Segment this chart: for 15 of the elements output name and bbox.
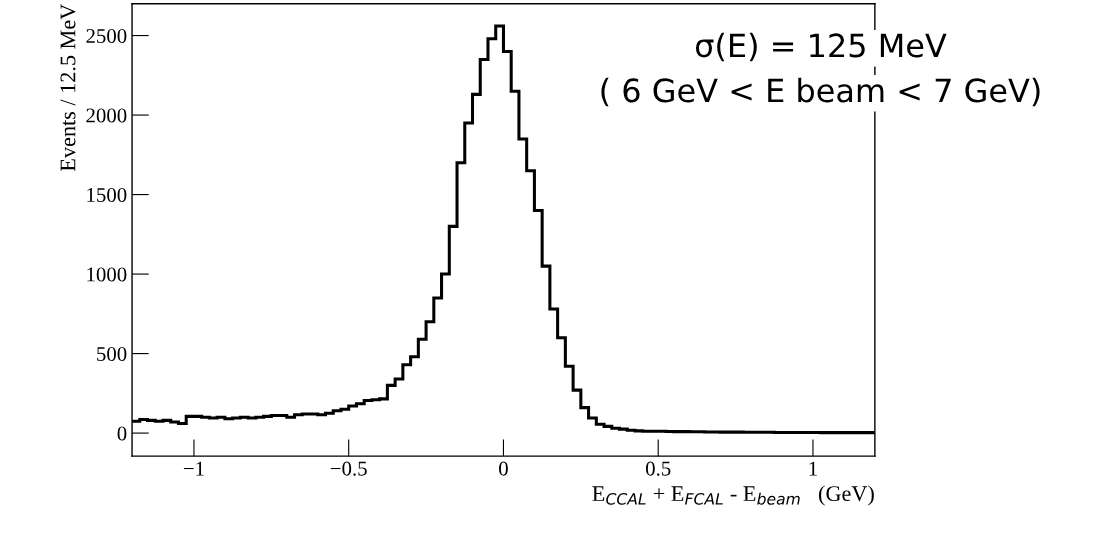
annotation: ( 6 GeV < E beam < 7 GeV) [601,77,1040,107]
y-tick-label: 2500 [86,28,127,43]
y-axis-title: Events / 12.5 MeV [60,4,76,171]
x-tick-label: 0.5 [645,461,671,476]
x-tick-label: 1 [809,461,817,476]
annotation: σ(E) = 125 MeV [695,32,947,62]
x-tick-label: −0.5 [330,461,367,476]
y-tick-label: 0 [117,426,127,441]
y-tick-label: 500 [97,346,127,362]
text: E$_{CCAL}$ + E$_{FCAL}$ - E$_{beam}$ (GeV) [592,485,874,506]
y-tick-label: 1500 [87,187,127,202]
x-tick-label: 0 [499,461,508,476]
x-tick-label: −1 [183,461,204,476]
y-tick-label: 1000 [87,267,127,282]
y-tick-label: 2000 [86,108,127,123]
